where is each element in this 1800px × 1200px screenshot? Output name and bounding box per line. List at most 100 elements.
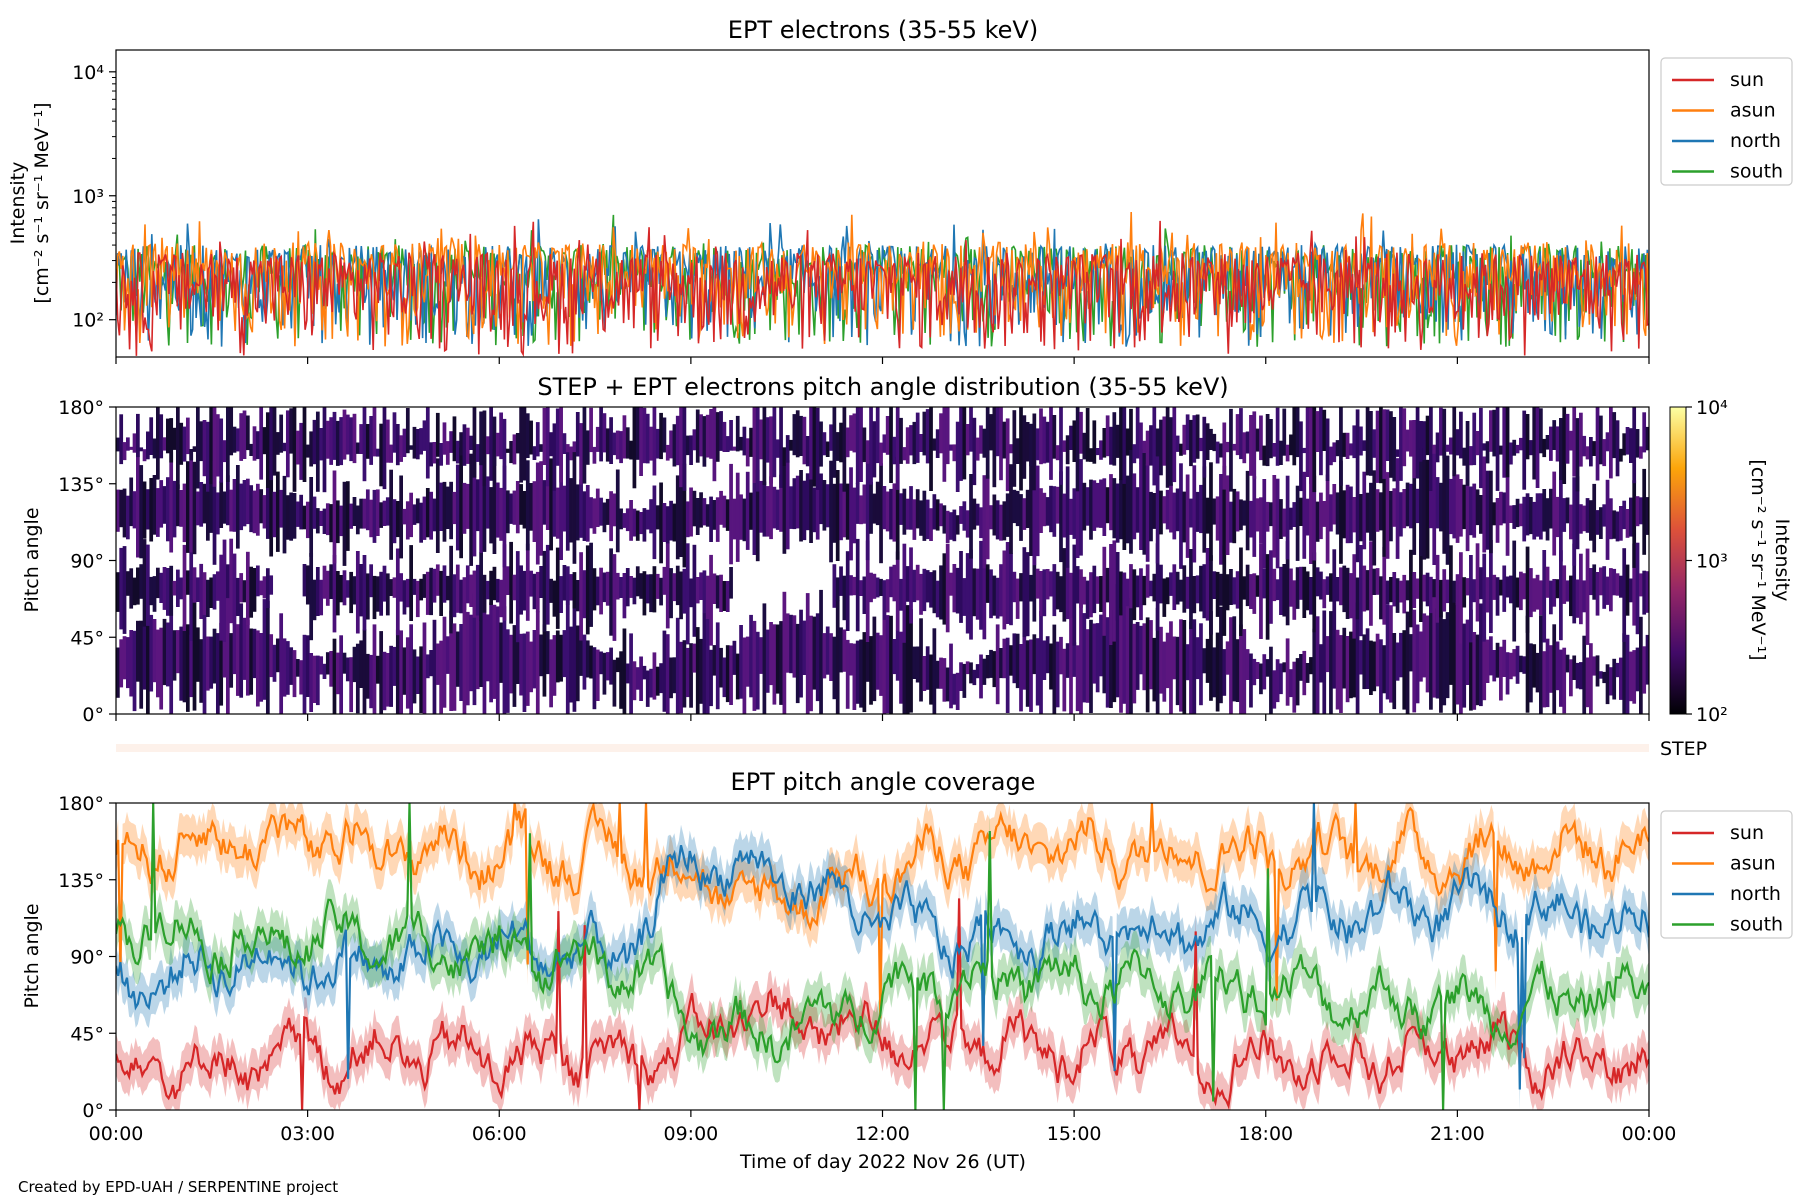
pad-cell: [1279, 440, 1283, 465]
pad-cell: [665, 506, 670, 544]
pad-cell: [1372, 470, 1377, 566]
pad-cell: [865, 637, 870, 682]
pad-cell: [762, 603, 767, 714]
pad-cell: [459, 447, 463, 559]
pad-cell: [985, 407, 990, 479]
pad-cell: [345, 481, 350, 551]
pad-cell: [409, 545, 413, 621]
pad-cell: [292, 407, 297, 492]
pad-cell: [126, 571, 130, 596]
pad-cell: [482, 410, 487, 487]
pad-cell: [1369, 482, 1373, 541]
pad-cell: [865, 440, 870, 464]
x-tick-label: 18:00: [1238, 1123, 1293, 1145]
pad-cell: [265, 568, 270, 608]
pad-cell: [1089, 479, 1093, 540]
pad-cell: [329, 564, 334, 599]
pad-cell: [439, 482, 443, 531]
pad-cell: [255, 630, 260, 707]
pad-cell: [242, 410, 247, 459]
pad-cell: [1165, 577, 1170, 605]
pad-cell: [765, 417, 770, 463]
pad-cell: [1202, 466, 1207, 553]
pad-cell: [1592, 564, 1597, 600]
pad-cell: [1155, 607, 1160, 714]
pad-cell: [1435, 477, 1440, 529]
pad-cell: [409, 445, 413, 450]
pad-cell: [1145, 617, 1150, 713]
pad-cell: [1329, 494, 1333, 532]
pad-cell: [1609, 667, 1613, 696]
pad-cell: [1002, 501, 1007, 541]
pad-cell: [705, 613, 710, 714]
pad-cell: [925, 646, 930, 690]
pad-cell: [842, 575, 847, 621]
pad-cell: [1455, 429, 1460, 456]
pad-cell: [1025, 640, 1030, 707]
pad-cell: [295, 430, 300, 465]
pad-cell: [679, 462, 683, 557]
pad-cell: [399, 573, 403, 602]
pad-cell: [1185, 576, 1190, 609]
pad-cell: [1052, 415, 1057, 459]
pad-cell: [375, 655, 380, 684]
pad-cell: [1389, 577, 1393, 603]
pad-cell: [1122, 572, 1127, 607]
pad-cell: [515, 630, 520, 684]
pad-cell: [512, 434, 517, 465]
pad-cell: [402, 647, 407, 695]
pad-cell: [1162, 578, 1167, 617]
pad-cell: [942, 505, 947, 534]
pad-cell: [1415, 488, 1420, 524]
pad-cell: [442, 422, 447, 455]
pad-cell: [1495, 407, 1500, 491]
pad-cell: [1282, 662, 1287, 673]
pad-cell: [1142, 575, 1147, 606]
pad-cell: [1249, 653, 1253, 708]
pad-cell: [1089, 448, 1093, 462]
pad-cell: [1352, 636, 1357, 698]
pad-cell: [1492, 502, 1497, 526]
pad-cell: [915, 489, 920, 529]
pad-cell: [259, 580, 264, 596]
pad-cell: [1269, 550, 1273, 624]
pad-cell: [1289, 568, 1293, 607]
pad-cell: [585, 640, 590, 678]
pad-cell: [1489, 540, 1493, 633]
pad-cell: [1399, 492, 1403, 537]
pad-cell: [1105, 415, 1110, 457]
pad-cell: [1179, 619, 1183, 712]
pad-cell: [332, 411, 337, 460]
pad-cell: [1252, 573, 1257, 614]
pad-cell: [1409, 483, 1413, 529]
pad-cell: [562, 630, 567, 678]
pad-cell: [155, 629, 160, 698]
pad-cell: [209, 478, 214, 533]
pad-cell: [1612, 412, 1617, 459]
pad-cell: [422, 622, 427, 714]
pad-cell: [1619, 575, 1623, 598]
pad-cell: [1485, 470, 1490, 550]
pad-cell: [299, 660, 304, 695]
pad-cell: [1149, 620, 1153, 690]
pad-cell: [882, 580, 887, 620]
pad-cell: [349, 503, 354, 529]
pad-cell: [282, 638, 287, 697]
pad-cell: [1185, 474, 1190, 558]
pad-cell: [305, 501, 310, 539]
pad-cell: [1109, 474, 1113, 531]
pad-cell: [245, 478, 250, 525]
pad-cell: [1459, 600, 1463, 714]
pad-cell: [1235, 414, 1240, 456]
pad-cell: [845, 639, 850, 709]
pad-cell: [342, 481, 347, 566]
pad-cell: [689, 435, 693, 465]
pad-cell: [126, 495, 130, 540]
pad-cell: [1202, 416, 1207, 478]
pad-cell: [1442, 619, 1447, 706]
pad-cell: [1075, 645, 1080, 712]
pad-cell: [142, 624, 147, 690]
pad-cell: [832, 636, 837, 700]
pad-cell: [815, 407, 820, 490]
